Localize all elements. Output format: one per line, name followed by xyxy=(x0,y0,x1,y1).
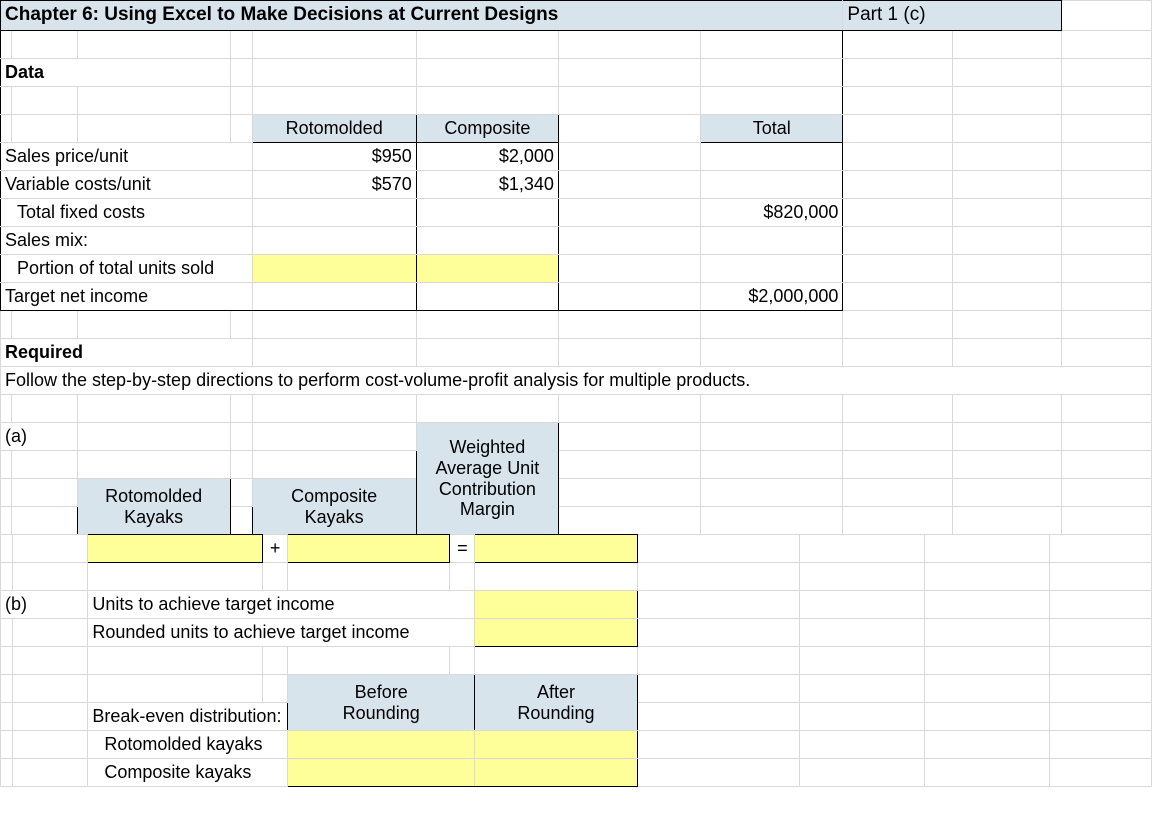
cell-var-costs-composite[interactable]: $1,340 xyxy=(416,171,558,199)
label-be-rotomolded: Rotomolded kayaks xyxy=(88,731,288,759)
row-label-variable-costs: Variable costs/unit xyxy=(1,171,253,199)
cell-target-income[interactable]: $2,000,000 xyxy=(701,283,843,311)
col-header-composite: Composite xyxy=(416,115,558,143)
header-rotomolded-kayaks: RotomoldedKayaks xyxy=(77,479,230,535)
spreadsheet: Chapter 6: Using Excel to Make Decisions… xyxy=(0,0,1152,840)
label-units-target: Units to achieve target income xyxy=(88,591,475,619)
equals-operator: = xyxy=(450,535,475,563)
input-rounded-units[interactable] xyxy=(475,619,637,647)
label-be-composite: Composite kayaks xyxy=(88,759,288,787)
row-label-target-income: Target net income xyxy=(1,283,253,311)
part-a-label: (a) xyxy=(1,423,78,451)
header-before-rounding: BeforeRounding xyxy=(288,675,475,731)
grid-table: Chapter 6: Using Excel to Make Decisions… xyxy=(0,0,1152,535)
plus-operator: + xyxy=(263,535,288,563)
required-heading: Required xyxy=(1,339,253,367)
row-label-sales-price: Sales price/unit xyxy=(1,143,253,171)
input-rotomolded-contribution[interactable] xyxy=(88,535,263,563)
input-portion-composite[interactable] xyxy=(416,255,558,283)
input-be-rotomolded-after[interactable] xyxy=(475,731,637,759)
row-label-portion: Portion of total units sold xyxy=(1,255,253,283)
label-rounded-units: Rounded units to achieve target income xyxy=(88,619,475,647)
required-instructions: Follow the step-by-step directions to pe… xyxy=(1,367,1152,395)
input-composite-contribution[interactable] xyxy=(288,535,450,563)
grid-table-2: + = (b) Units to achieve target income R… xyxy=(0,534,1152,787)
input-be-composite-before[interactable] xyxy=(288,759,475,787)
col-header-total: Total xyxy=(701,115,843,143)
col-header-rotomolded: Rotomolded xyxy=(252,115,416,143)
label-break-even: Break-even distribution: xyxy=(88,703,288,731)
row-label-sales-mix: Sales mix: xyxy=(1,227,253,255)
cell-var-costs-rotomolded[interactable]: $570 xyxy=(252,171,416,199)
input-units-target[interactable] xyxy=(475,591,637,619)
header-composite-kayaks: CompositeKayaks xyxy=(252,479,416,535)
header-after-rounding: AfterRounding xyxy=(475,675,637,731)
cell-sales-price-rotomolded[interactable]: $950 xyxy=(252,143,416,171)
input-portion-rotomolded[interactable] xyxy=(252,255,416,283)
page-title: Chapter 6: Using Excel to Make Decisions… xyxy=(1,1,843,31)
data-heading: Data xyxy=(1,59,231,87)
input-be-rotomolded-before[interactable] xyxy=(288,731,475,759)
input-be-composite-after[interactable] xyxy=(475,759,637,787)
input-weighted-margin[interactable] xyxy=(475,535,637,563)
cell-total-fixed[interactable]: $820,000 xyxy=(701,199,843,227)
header-weighted-margin: WeightedAverage UnitContributionMargin xyxy=(416,423,558,535)
row-label-total-fixed: Total fixed costs xyxy=(1,199,253,227)
part-label: Part 1 (c) xyxy=(843,1,1062,31)
cell-sales-price-composite[interactable]: $2,000 xyxy=(416,143,558,171)
part-b-label: (b) xyxy=(1,591,88,619)
